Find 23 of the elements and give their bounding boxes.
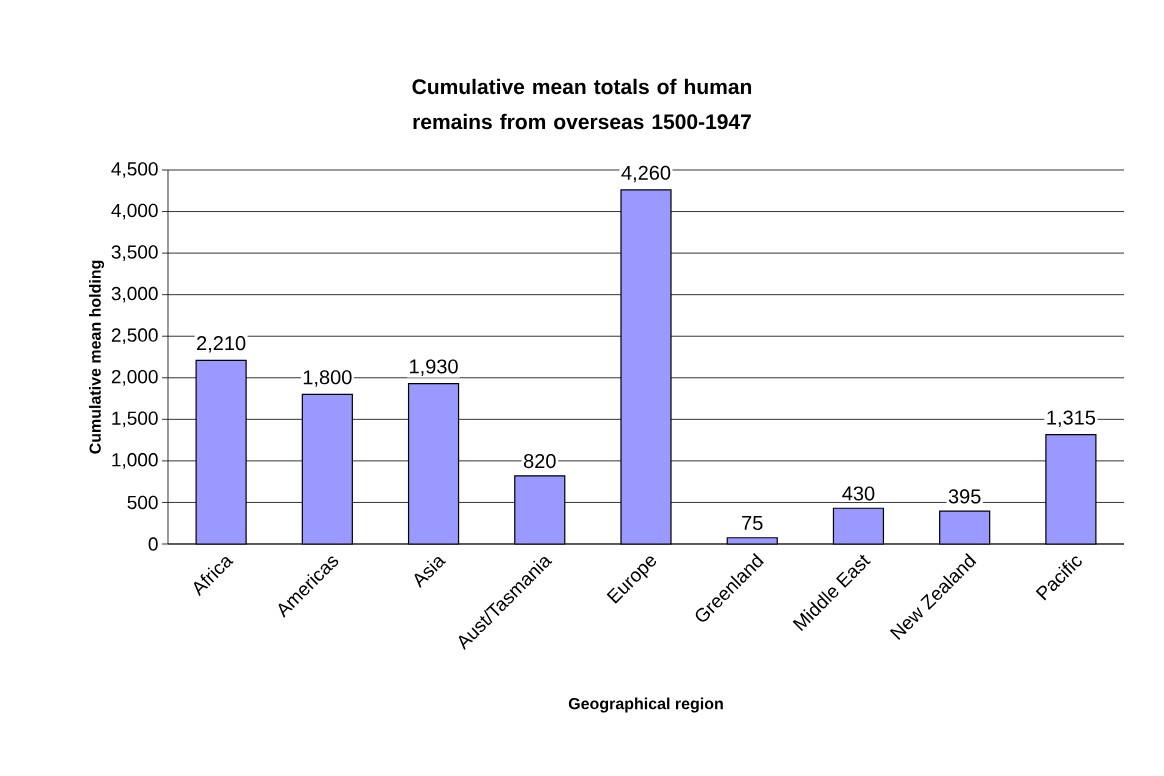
data-label: 1,315 — [1047, 410, 1096, 428]
data-label: 2,210 — [197, 336, 246, 353]
data-label: 820 — [523, 453, 556, 469]
y-tick-label: 1,500 — [112, 411, 158, 428]
data-label: 395 — [948, 489, 981, 504]
y-tick-label: 2,000 — [111, 369, 158, 386]
y-tick-label: 3,000 — [111, 286, 158, 303]
y-axis-title: Cumulative mean holding — [89, 260, 105, 454]
data-label: 4,260 — [621, 165, 671, 183]
data-label: 1,800 — [303, 370, 352, 387]
y-tick-label: 4,500 — [111, 162, 158, 178]
y-tick-label: 1,000 — [112, 453, 158, 469]
data-label: 75 — [742, 516, 763, 531]
data-label: 1,930 — [410, 359, 458, 376]
y-tick-label: 0 — [148, 537, 158, 551]
data-label: 430 — [842, 486, 875, 501]
y-tick-label: 2,500 — [111, 328, 158, 345]
x-axis-title: Geographical region — [568, 697, 723, 713]
y-tick-label: 4,000 — [111, 203, 158, 220]
y-tick-label: 3,500 — [111, 245, 158, 261]
y-tick-label: 500 — [127, 495, 158, 510]
x-tick-label: Asia — [414, 557, 447, 589]
chart-title: Cumulative mean totals of human remains from overseas 1500-1947 — [412, 78, 752, 130]
